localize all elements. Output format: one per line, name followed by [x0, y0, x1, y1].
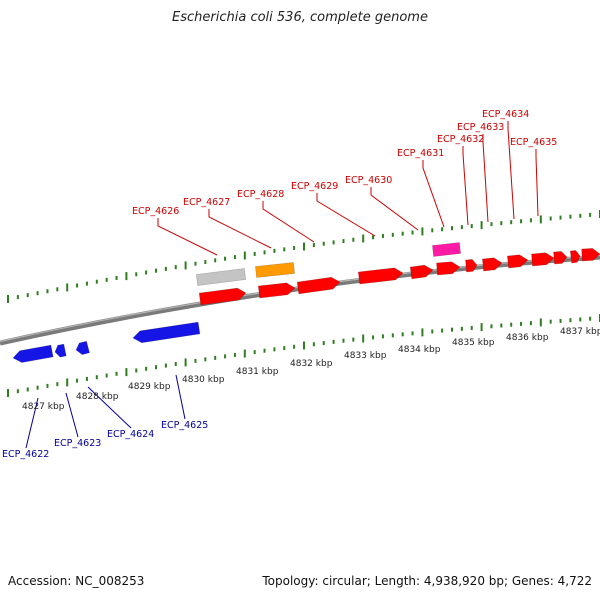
gene-labels: ECP_4626 ECP_4627 ECP_4628 ECP_4629 ECP_4630… [2, 109, 557, 460]
gene-arrow-forward [507, 254, 529, 269]
axis-label: 4830 kbp [182, 375, 225, 385]
gene-arrow-orange [255, 262, 295, 278]
gene-arrow-pink [432, 242, 461, 257]
gene-arrow-reverse [75, 340, 90, 355]
axis-label: 4837 kbp [560, 327, 600, 337]
gene-arrow-forward [531, 252, 555, 267]
axis-label: 4833 kbp [344, 351, 387, 361]
axis-label: 4832 kbp [290, 359, 333, 369]
leader-line-top [535, 149, 539, 217]
gene-label-top: ECP_4633 [457, 122, 504, 133]
gene-label-top: ECP_4628 [237, 189, 284, 200]
gene-arrow-grey [195, 268, 247, 286]
leader-line-top [262, 201, 315, 243]
gene-arrow-forward [257, 282, 296, 299]
leader-line-bottom [25, 397, 39, 449]
leader-line-bottom [175, 374, 186, 420]
gene-arrow-forward [198, 287, 247, 306]
bottom-tick-track [7, 314, 600, 397]
axis-label: 4831 kbp [236, 367, 279, 377]
leader-line-top [422, 160, 445, 228]
leader-line-top [462, 146, 469, 226]
gene-label-bottom: ECP_4622 [2, 449, 49, 460]
gene-label-top: ECP_4632 [437, 134, 484, 145]
gene-arrow-forward [482, 257, 503, 272]
gene-label-bottom: ECP_4623 [54, 438, 101, 449]
gene-label-top: ECP_4627 [183, 197, 230, 208]
gene-arrow-forward [296, 276, 341, 295]
backbone-highlight [0, 254, 600, 343]
leader-line-bottom [87, 386, 132, 429]
leader-line-top [370, 187, 419, 231]
gene-label-bottom: ECP_4624 [107, 429, 154, 440]
axis-label: 4836 kbp [506, 333, 549, 343]
gene-label-bottom: ECP_4625 [161, 420, 208, 431]
axis-label: 4827 kbp [22, 402, 65, 412]
gene-label-top: ECP_4626 [132, 206, 179, 217]
gene-label-top: ECP_4634 [482, 109, 529, 120]
label-leader-lines [25, 121, 539, 449]
genome-backbone [0, 254, 600, 346]
kbp-axis-labels: 4827 kbp 4828 kbp 4829 kbp 4830 kbp 4831 kbp… [22, 327, 600, 412]
leader-line-top [208, 209, 272, 249]
top-tick-track [7, 210, 600, 303]
gene-arrow-reverse [132, 321, 201, 344]
gene-arrow-forward [436, 261, 461, 276]
gene-arrow-forward [581, 248, 600, 262]
gene-arrow-forward [553, 251, 568, 265]
leader-line-top [507, 121, 515, 220]
gene-arrow-forward [465, 259, 478, 273]
gene-arrow-forward [357, 267, 404, 285]
axis-label: 4834 kbp [398, 345, 441, 355]
backbone-line [0, 254, 600, 346]
gene-arrow-reverse [12, 344, 54, 363]
leader-line-top [482, 134, 489, 223]
leader-line-top [316, 193, 376, 237]
axis-label: 4828 kbp [76, 392, 119, 402]
map-title: Escherichia coli 536, complete genome [172, 10, 428, 25]
axis-label: 4829 kbp [128, 382, 171, 392]
leader-line-bottom [65, 392, 79, 438]
accession-text: Accession: NC_008253 [8, 574, 145, 588]
gene-label-top: ECP_4629 [291, 181, 338, 192]
gene-label-top: ECP_4635 [510, 137, 557, 148]
gene-arrow-forward [569, 250, 581, 264]
gene-arrow-forward [409, 264, 434, 280]
gene-label-top: ECP_4631 [397, 148, 444, 159]
genome-summary-text: Topology: circular; Length: 4,938,920 bp… [262, 574, 592, 588]
axis-label: 4835 kbp [452, 338, 495, 348]
gene-arrow-reverse [54, 343, 67, 358]
leader-line-top [157, 218, 218, 256]
gene-features [12, 242, 600, 363]
gene-label-top: ECP_4630 [345, 175, 392, 186]
